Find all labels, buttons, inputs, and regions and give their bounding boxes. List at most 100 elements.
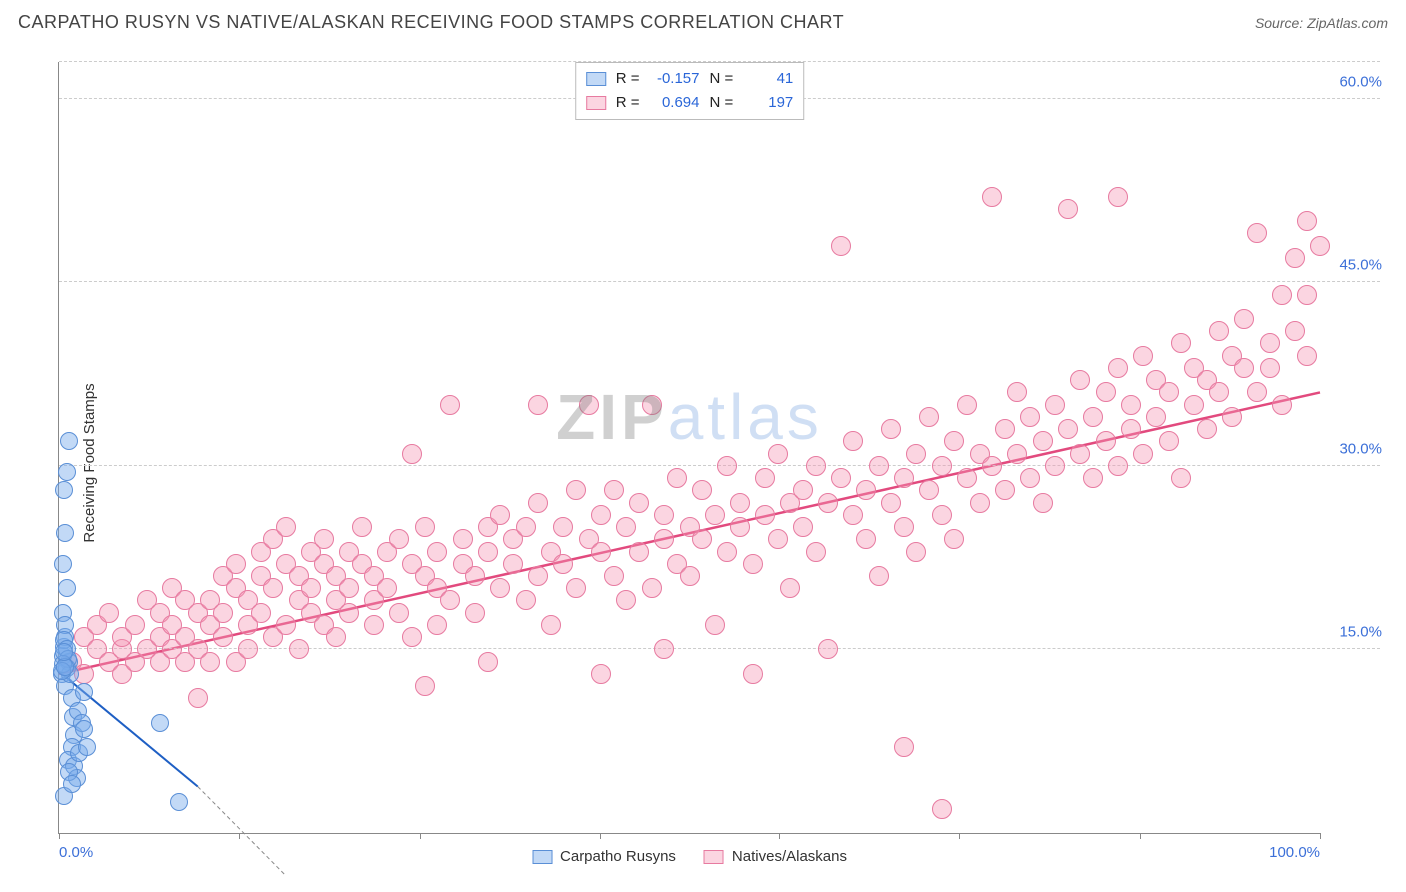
- point-pink: [1045, 456, 1065, 476]
- point-pink: [490, 578, 510, 598]
- point-pink: [982, 456, 1002, 476]
- point-pink: [1108, 187, 1128, 207]
- point-pink: [1159, 382, 1179, 402]
- point-pink: [478, 542, 498, 562]
- point-pink: [389, 529, 409, 549]
- point-pink: [1297, 346, 1317, 366]
- point-pink: [566, 578, 586, 598]
- ytick-label: 30.0%: [1339, 440, 1382, 457]
- point-pink: [982, 187, 1002, 207]
- point-blue: [54, 555, 72, 573]
- point-pink: [843, 505, 863, 525]
- point-pink: [453, 529, 473, 549]
- point-pink: [894, 737, 914, 757]
- point-pink: [856, 480, 876, 500]
- point-pink: [1058, 419, 1078, 439]
- point-pink: [402, 444, 422, 464]
- point-pink: [1108, 456, 1128, 476]
- point-pink: [1133, 346, 1153, 366]
- trend-lines: [59, 62, 1320, 833]
- point-pink: [1108, 358, 1128, 378]
- point-pink: [970, 493, 990, 513]
- point-pink: [616, 517, 636, 537]
- point-pink: [642, 395, 662, 415]
- point-pink: [806, 542, 826, 562]
- point-pink: [200, 652, 220, 672]
- point-pink: [1146, 407, 1166, 427]
- point-pink: [566, 480, 586, 500]
- xtick: [239, 833, 240, 839]
- point-pink: [326, 627, 346, 647]
- point-pink: [1083, 407, 1103, 427]
- point-blue: [170, 793, 188, 811]
- ytick-label: 45.0%: [1339, 257, 1382, 274]
- point-pink: [869, 456, 889, 476]
- point-blue: [151, 714, 169, 732]
- point-pink: [932, 505, 952, 525]
- point-pink: [314, 529, 334, 549]
- point-pink: [1096, 382, 1116, 402]
- xtick: [1140, 833, 1141, 839]
- point-pink: [919, 480, 939, 500]
- point-pink: [503, 554, 523, 574]
- point-pink: [1209, 382, 1229, 402]
- point-pink: [881, 419, 901, 439]
- legend-item-pink: Natives/Alaskans: [704, 848, 847, 865]
- point-pink: [1007, 444, 1027, 464]
- point-pink: [881, 493, 901, 513]
- point-pink: [831, 468, 851, 488]
- point-pink: [906, 444, 926, 464]
- point-pink: [1007, 382, 1027, 402]
- point-pink: [1070, 370, 1090, 390]
- point-blue: [55, 481, 73, 499]
- point-pink: [263, 578, 283, 598]
- point-pink: [818, 639, 838, 659]
- point-pink: [705, 505, 725, 525]
- point-pink: [1070, 444, 1090, 464]
- point-pink: [1247, 382, 1267, 402]
- point-pink: [680, 566, 700, 586]
- chart-title: CARPATHO RUSYN VS NATIVE/ALASKAN RECEIVI…: [18, 12, 844, 33]
- point-pink: [339, 603, 359, 623]
- point-blue: [63, 775, 81, 793]
- point-pink: [1159, 431, 1179, 451]
- point-pink: [806, 456, 826, 476]
- point-pink: [238, 639, 258, 659]
- xtick: [959, 833, 960, 839]
- point-pink: [490, 505, 510, 525]
- point-pink: [1133, 444, 1153, 464]
- point-pink: [957, 395, 977, 415]
- point-blue: [75, 683, 93, 701]
- point-pink: [957, 468, 977, 488]
- point-pink: [1234, 358, 1254, 378]
- point-pink: [188, 688, 208, 708]
- point-pink: [1171, 333, 1191, 353]
- point-pink: [478, 652, 498, 672]
- point-pink: [1171, 468, 1191, 488]
- xtick: [59, 833, 60, 839]
- legend-row-blue: R = -0.157 N = 41: [586, 67, 794, 91]
- point-pink: [1272, 285, 1292, 305]
- point-pink: [831, 236, 851, 256]
- point-pink: [1285, 321, 1305, 341]
- series-legend: Carpatho Rusyns Natives/Alaskans: [532, 848, 847, 865]
- point-pink: [1020, 407, 1040, 427]
- point-pink: [995, 480, 1015, 500]
- point-pink: [591, 664, 611, 684]
- point-pink: [793, 517, 813, 537]
- point-pink: [919, 407, 939, 427]
- legend-row-pink: R = 0.694 N = 197: [586, 91, 794, 115]
- point-pink: [213, 627, 233, 647]
- point-blue: [58, 579, 76, 597]
- xtick: [779, 833, 780, 839]
- point-pink: [944, 431, 964, 451]
- point-pink: [1184, 395, 1204, 415]
- point-pink: [604, 566, 624, 586]
- point-pink: [1234, 309, 1254, 329]
- point-pink: [1310, 236, 1330, 256]
- point-pink: [629, 493, 649, 513]
- point-pink: [894, 517, 914, 537]
- point-pink: [1045, 395, 1065, 415]
- point-pink: [1083, 468, 1103, 488]
- plot-area: R = -0.157 N = 41 R = 0.694 N = 197 ZIPa…: [58, 62, 1320, 834]
